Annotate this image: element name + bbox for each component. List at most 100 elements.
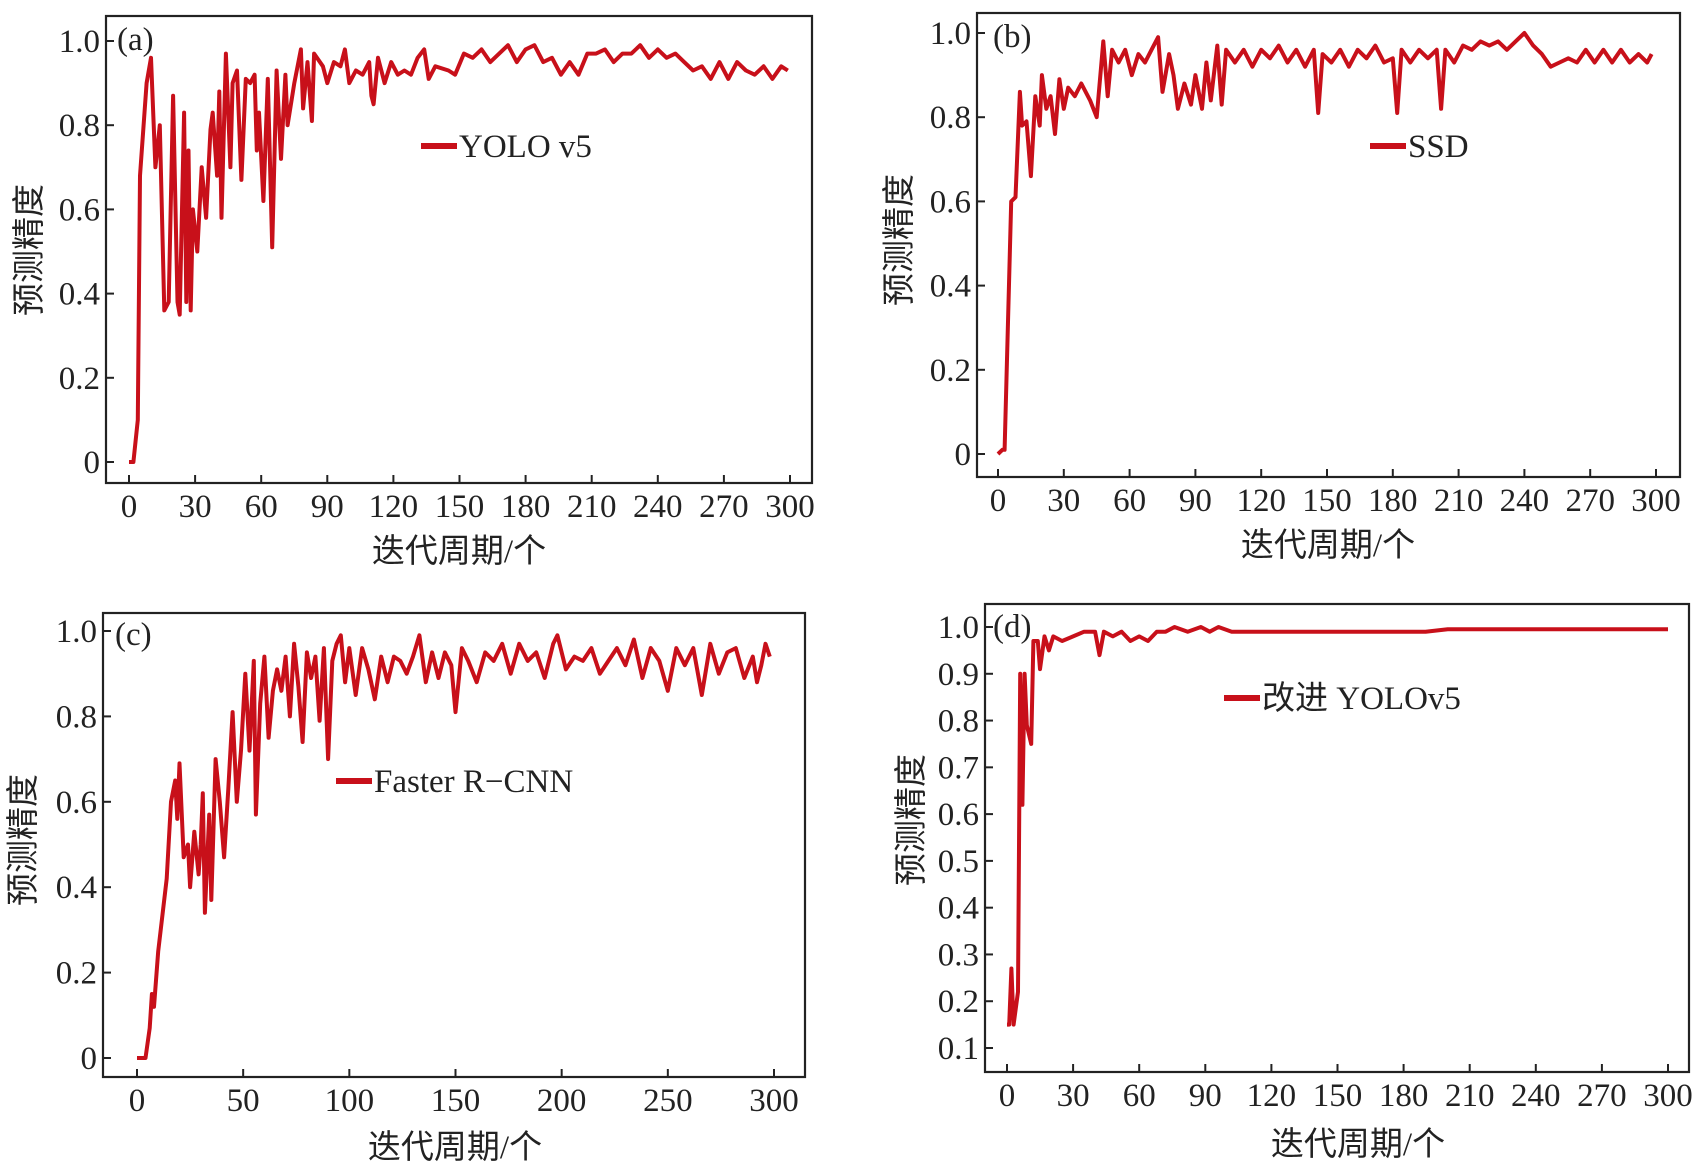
x-tick-label: 0 [129,1083,146,1119]
x-tick-label: 180 [1368,483,1418,519]
y-tick-label: 0 [955,437,972,473]
y-tick-label: 1.0 [938,610,979,646]
y-tick-label: 0.7 [938,750,979,786]
y-tick-label: 0.8 [59,108,100,144]
x-tick-label: 60 [245,489,278,525]
series-line-ssd [996,31,1654,456]
y-tick-label: 0.2 [938,984,979,1020]
x-tick-label: 200 [537,1083,587,1119]
x-tick-label: 180 [501,489,551,525]
y-tick-label: 0.3 [938,937,979,973]
legend: YOLO v5 [421,129,592,165]
legend: Faster R−CNN [336,764,573,800]
x-tick-label: 50 [227,1083,260,1119]
y-tick-label: 0.8 [938,704,979,740]
plot-frame [104,14,814,485]
x-tick-label: 0 [999,1078,1016,1114]
y-tick-label: 0.2 [930,353,971,389]
x-tick-label: 210 [1445,1078,1495,1114]
y-tick-label: 0.4 [59,277,100,313]
x-tick-label: 270 [1577,1078,1627,1114]
legend-label: Faster R−CNN [374,764,573,800]
x-tick-label: 30 [1047,483,1080,519]
x-tick-label: 270 [699,489,749,525]
y-tick-label: 0.2 [56,956,97,992]
x-tick-label: 90 [1189,1078,1222,1114]
x-tick-label: 30 [1057,1078,1090,1114]
x-tick-label: 150 [431,1083,481,1119]
x-tick-label: 300 [765,489,815,525]
panel-label: (a) [117,22,154,58]
y-tick-label: 0.6 [56,785,97,821]
y-tick-label: 0.2 [59,361,100,397]
y-tick-label: 0.6 [59,192,100,228]
y-tick-label: 0.9 [938,657,979,693]
x-tick-label: 210 [1434,483,1484,519]
x-axis-label: 迭代周期/个 [1271,1126,1445,1163]
y-tick-label: 1.0 [56,614,97,650]
y-tick-label: 1.0 [59,24,100,60]
panel-label: (b) [993,19,1031,55]
x-tick-label: 300 [1631,483,1681,519]
x-tick-label: 300 [749,1083,799,1119]
x-tick-label: 150 [1313,1078,1363,1114]
x-tick-label: 0 [990,483,1007,519]
plot-frame [101,611,807,1079]
x-tick-label: 120 [1236,483,1286,519]
x-tick-label: 150 [1302,483,1352,519]
x-tick-label: 210 [567,489,617,525]
y-tick-label: 0.6 [938,797,979,833]
legend-label: YOLO v5 [459,129,592,165]
legend: SSD [1370,129,1469,165]
x-axis-label: 迭代周期/个 [368,1129,542,1166]
plot-frame [983,602,1691,1074]
x-axis-label: 迭代周期/个 [1241,527,1415,564]
plot-frame [975,11,1682,479]
x-tick-label: 120 [369,489,419,525]
series-line-yolo-v5 [129,43,789,464]
legend-label: 改进 YOLOv5 [1262,680,1461,717]
x-tick-label: 90 [311,489,344,525]
y-tick-label: 0.4 [56,870,97,906]
y-tick-label: 0 [81,1041,98,1077]
x-tick-label: 120 [1247,1078,1297,1114]
y-tick-label: 0.5 [938,844,979,880]
x-tick-label: 30 [179,489,212,525]
chart-panel-d: 0 30 60 90 120 150 180 210 240 270 300 0.1 0.2 0.3 0.4… [893,602,1693,1163]
x-tick-label: 240 [1511,1078,1561,1114]
x-axis-label: 迭代周期/个 [372,533,546,570]
y-axis-label: 预测精度 [881,174,918,306]
panel-label: (c) [115,617,152,653]
chart-panel-a: 0 30 60 90 120 150 180 210 240 270 300 0 0.2 0.4 0.6 0.… [11,14,815,570]
x-tick-label: 240 [633,489,683,525]
series-line-faster-r-cnn [137,633,772,1060]
legend-label: SSD [1408,129,1469,165]
y-tick-label: 0 [84,445,101,481]
y-tick-label: 0.4 [938,891,979,927]
x-tick-label: 60 [1123,1078,1156,1114]
x-tick-label: 270 [1565,483,1615,519]
chart-panel-c: 0 50 100 150 200 250 300 0 0.2 0.4 0.6 0.8 1.0 迭代周期/个… [5,611,807,1166]
y-axis-label: 预测精度 [893,754,930,886]
panel-label: (d) [993,609,1031,645]
x-tick-label: 100 [325,1083,375,1119]
x-tick-label: 60 [1113,483,1146,519]
y-axis-label: 预测精度 [11,184,48,316]
x-tick-label: 240 [1500,483,1550,519]
x-tick-label: 250 [643,1083,693,1119]
y-tick-label: 1.0 [930,16,971,52]
x-tick-label: 90 [1179,483,1212,519]
y-tick-label: 0.8 [930,100,971,136]
y-tick-label: 0.8 [56,699,97,735]
x-tick-label: 0 [121,489,138,525]
y-tick-label: 0.4 [930,269,971,305]
y-tick-label: 0.6 [930,184,971,220]
y-axis-label: 预测精度 [5,774,42,906]
legend: 改进 YOLOv5 [1224,680,1461,717]
x-tick-label: 180 [1379,1078,1429,1114]
y-tick-label: 0.1 [938,1031,979,1067]
x-tick-label: 150 [435,489,485,525]
chart-panel-b: 0 30 60 90 120 150 180 210 240 270 300 0 0.2 0.4 0.6 0.… [881,11,1682,564]
x-tick-label: 300 [1643,1078,1693,1114]
